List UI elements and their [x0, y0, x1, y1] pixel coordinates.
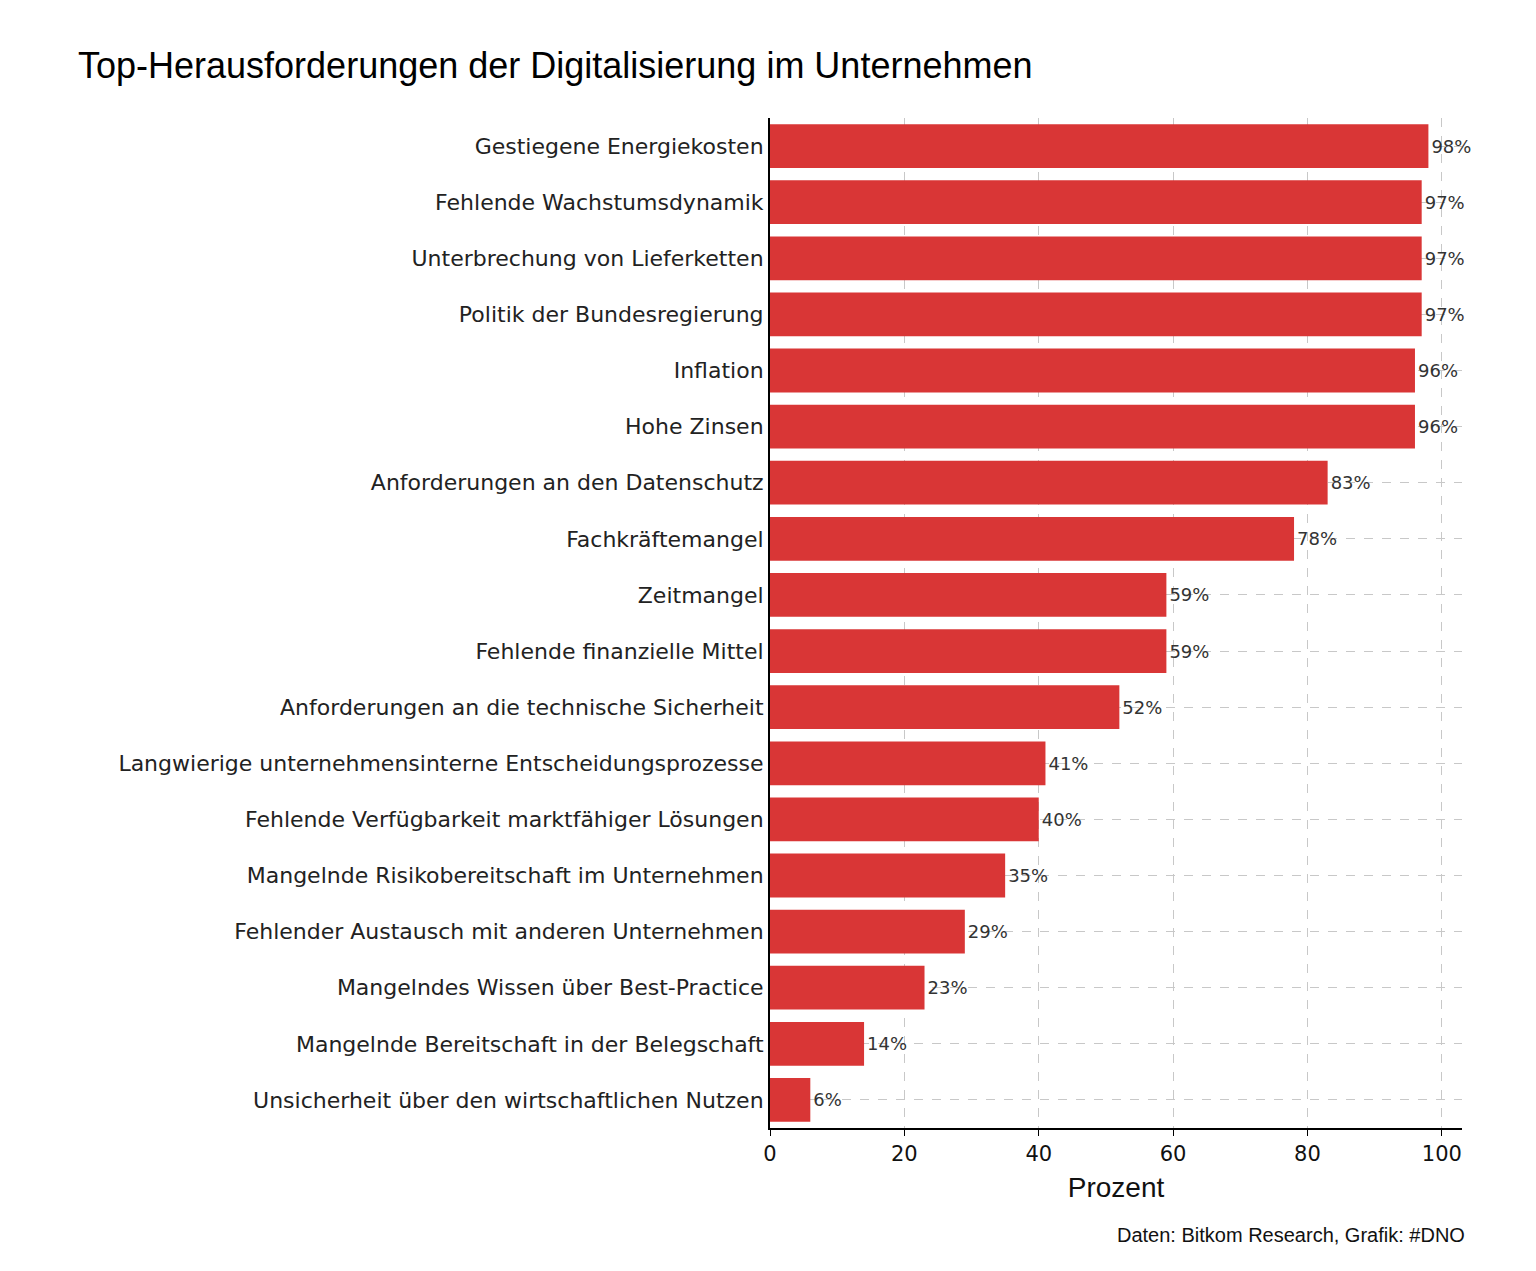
svg-text:40: 40: [1025, 1142, 1052, 1166]
svg-text:97%: 97%: [1425, 304, 1465, 325]
svg-text:Prozent: Prozent: [1068, 1172, 1165, 1203]
svg-text:100: 100: [1422, 1142, 1462, 1166]
svg-text:Zeitmangel: Zeitmangel: [638, 583, 764, 608]
svg-text:35%: 35%: [1008, 865, 1048, 886]
svg-text:Fehlende finanzielle Mittel: Fehlende finanzielle Mittel: [475, 639, 763, 664]
svg-text:Mangelnde Bereitschaft in der: Mangelnde Bereitschaft in der Belegschaf…: [296, 1032, 764, 1057]
svg-text:40%: 40%: [1042, 809, 1082, 830]
svg-text:96%: 96%: [1418, 360, 1458, 381]
svg-text:98%: 98%: [1431, 136, 1471, 157]
svg-text:Mangelndes Wissen über Best-Pr: Mangelndes Wissen über Best-Practice: [337, 975, 764, 1000]
svg-text:Anforderungen an die technisch: Anforderungen an die technische Sicherhe…: [280, 695, 764, 720]
svg-text:20: 20: [891, 1142, 918, 1166]
svg-text:52%: 52%: [1122, 697, 1162, 718]
svg-text:96%: 96%: [1418, 416, 1458, 437]
svg-text:59%: 59%: [1169, 641, 1209, 662]
svg-text:Hohe Zinsen: Hohe Zinsen: [625, 414, 764, 439]
svg-text:Fehlender Austausch mit andere: Fehlender Austausch mit anderen Unterneh…: [234, 919, 763, 944]
svg-text:Unterbrechung von Lieferketten: Unterbrechung von Lieferketten: [412, 246, 764, 271]
svg-text:60: 60: [1160, 1142, 1187, 1166]
svg-text:Anforderungen an den Datenschu: Anforderungen an den Datenschutz: [371, 470, 764, 495]
svg-text:78%: 78%: [1297, 528, 1337, 549]
svg-text:80: 80: [1294, 1142, 1321, 1166]
svg-text:Politik der Bundesregierung: Politik der Bundesregierung: [459, 302, 764, 327]
svg-text:83%: 83%: [1331, 472, 1371, 493]
svg-text:Daten: Bitkom Research, Grafik: Daten: Bitkom Research, Grafik: #DNO: [1117, 1224, 1465, 1246]
svg-text:14%: 14%: [867, 1033, 907, 1054]
svg-text:59%: 59%: [1169, 584, 1209, 605]
svg-text:41%: 41%: [1048, 753, 1088, 774]
svg-text:Mangelnde Risikobereitschaft i: Mangelnde Risikobereitschaft im Unterneh…: [247, 863, 764, 888]
svg-text:Top-Herausforderungen der Digi: Top-Herausforderungen der Digitalisierun…: [78, 45, 1033, 86]
svg-text:97%: 97%: [1425, 192, 1465, 213]
svg-text:Fachkräftemangel: Fachkräftemangel: [566, 527, 763, 552]
svg-text:Langwierige unternehmensintern: Langwierige unternehmensinterne Entschei…: [118, 751, 763, 776]
svg-text:23%: 23%: [928, 977, 968, 998]
svg-text:0: 0: [763, 1142, 776, 1166]
svg-text:Inflation: Inflation: [674, 358, 764, 383]
svg-text:97%: 97%: [1425, 248, 1465, 269]
svg-text:Unsicherheit über den wirtscha: Unsicherheit über den wirtschaftlichen N…: [253, 1088, 764, 1113]
svg-text:Gestiegene Energiekosten: Gestiegene Energiekosten: [475, 134, 764, 159]
svg-text:Fehlende Wachstumsdynamik: Fehlende Wachstumsdynamik: [435, 190, 764, 215]
svg-text:29%: 29%: [968, 921, 1008, 942]
svg-text:Fehlende Verfügbarkeit marktfä: Fehlende Verfügbarkeit marktfähiger Lösu…: [245, 807, 764, 832]
svg-text:6%: 6%: [813, 1089, 842, 1110]
